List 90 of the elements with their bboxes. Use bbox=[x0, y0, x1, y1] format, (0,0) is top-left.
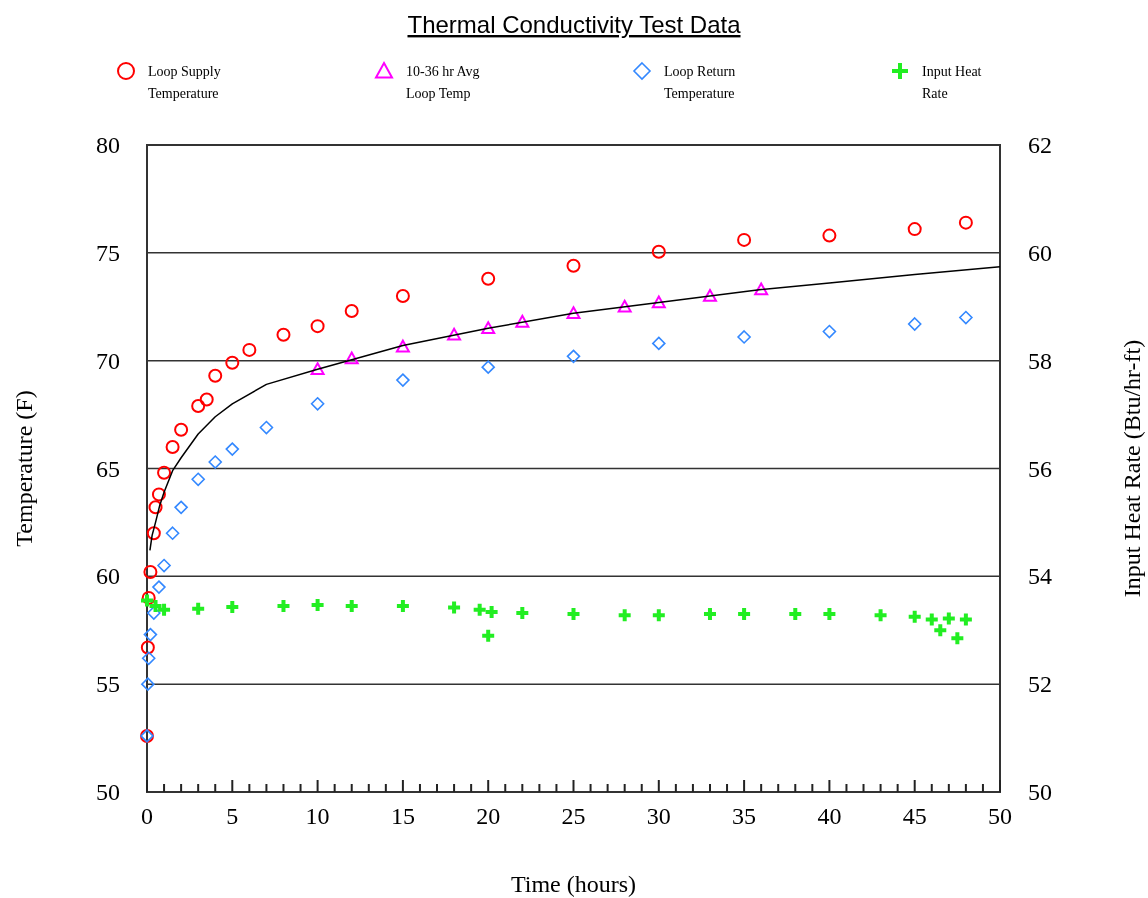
x-tick-label: 20 bbox=[476, 803, 501, 829]
point bbox=[822, 228, 837, 243]
point bbox=[344, 304, 359, 319]
point bbox=[515, 314, 530, 328]
point bbox=[447, 327, 462, 341]
x-tick-label: 0 bbox=[141, 803, 153, 829]
y-tick-label: 65 bbox=[96, 455, 120, 482]
point bbox=[737, 232, 752, 247]
point bbox=[140, 640, 155, 655]
point bbox=[147, 606, 161, 620]
point bbox=[907, 317, 922, 331]
point bbox=[310, 362, 325, 376]
point bbox=[143, 627, 158, 642]
point bbox=[225, 355, 240, 370]
y-tick-label: 75 bbox=[96, 239, 120, 266]
y2-tick-label: 58 bbox=[1028, 347, 1052, 374]
point bbox=[737, 330, 751, 344]
legend-label: Input Heat Rate bbox=[922, 64, 982, 101]
point bbox=[143, 565, 158, 580]
point bbox=[566, 306, 581, 320]
y-tick-label: 60 bbox=[96, 563, 120, 590]
point bbox=[651, 244, 666, 259]
x-axis-title: Time (hours) bbox=[510, 871, 637, 897]
point bbox=[481, 360, 495, 374]
point bbox=[276, 327, 291, 342]
y2-tick-label: 62 bbox=[1028, 132, 1052, 158]
point bbox=[141, 651, 156, 666]
y2-tick-label: 52 bbox=[1028, 671, 1052, 698]
point bbox=[566, 349, 581, 364]
point bbox=[907, 222, 922, 237]
point bbox=[165, 526, 180, 540]
point bbox=[191, 398, 206, 413]
point bbox=[566, 258, 581, 273]
x-tick-label: 10 bbox=[305, 803, 330, 829]
point bbox=[157, 465, 172, 480]
x-tick-label: 25 bbox=[561, 803, 586, 829]
point bbox=[165, 439, 180, 454]
point bbox=[242, 342, 257, 357]
point bbox=[310, 319, 325, 334]
y2-tick-label: 54 bbox=[1028, 563, 1052, 590]
legend-label: Loop Supply Temperature bbox=[148, 64, 221, 101]
x-tick-label: 5 bbox=[226, 803, 239, 829]
point bbox=[191, 472, 205, 487]
point bbox=[822, 324, 837, 339]
y-tick-label: 70 bbox=[96, 347, 120, 374]
point bbox=[152, 580, 166, 594]
point bbox=[310, 397, 325, 411]
point bbox=[208, 455, 223, 469]
y2-axis-title: Input Heat Rate (Btu/hr-ft) bbox=[1119, 339, 1145, 598]
y-tick-label: 55 bbox=[96, 671, 120, 698]
point bbox=[157, 558, 171, 573]
point bbox=[225, 442, 240, 456]
point bbox=[702, 288, 717, 302]
y2-tick-label: 60 bbox=[1028, 239, 1052, 266]
point bbox=[617, 299, 632, 313]
y2-tick-label: 50 bbox=[1028, 779, 1052, 805]
point bbox=[141, 677, 155, 691]
point bbox=[652, 336, 666, 351]
point bbox=[754, 282, 769, 296]
point bbox=[481, 271, 496, 286]
x-tick-label: 35 bbox=[732, 803, 757, 829]
point bbox=[151, 487, 166, 502]
x-tick-label: 45 bbox=[902, 803, 927, 829]
point bbox=[959, 310, 973, 325]
point bbox=[174, 500, 188, 515]
chart-title: Thermal Conductivity Test Data bbox=[407, 11, 742, 38]
point bbox=[148, 500, 163, 515]
y2-tick-label: 56 bbox=[1028, 455, 1052, 482]
point bbox=[396, 373, 410, 387]
point bbox=[259, 420, 274, 435]
legend-label: Loop Return Temperature bbox=[664, 64, 736, 101]
point bbox=[481, 321, 496, 335]
x-tick-label: 15 bbox=[390, 803, 415, 829]
x-tick-label: 50 bbox=[988, 803, 1012, 829]
y-tick-label: 80 bbox=[96, 132, 120, 158]
y-tick-label: 50 bbox=[96, 779, 120, 805]
point bbox=[208, 368, 223, 383]
point bbox=[651, 295, 666, 309]
point bbox=[344, 351, 359, 365]
point bbox=[174, 422, 189, 437]
legend-label: 10-36 hr Avg Loop Temp bbox=[406, 64, 480, 101]
point bbox=[146, 526, 161, 541]
y-axis-title: Temperature (F) bbox=[11, 390, 37, 547]
x-tick-label: 30 bbox=[646, 803, 671, 829]
point bbox=[395, 288, 410, 303]
point bbox=[199, 392, 214, 407]
point bbox=[395, 339, 410, 353]
point bbox=[958, 215, 973, 230]
x-tick-label: 40 bbox=[817, 803, 842, 829]
point bbox=[141, 590, 156, 605]
